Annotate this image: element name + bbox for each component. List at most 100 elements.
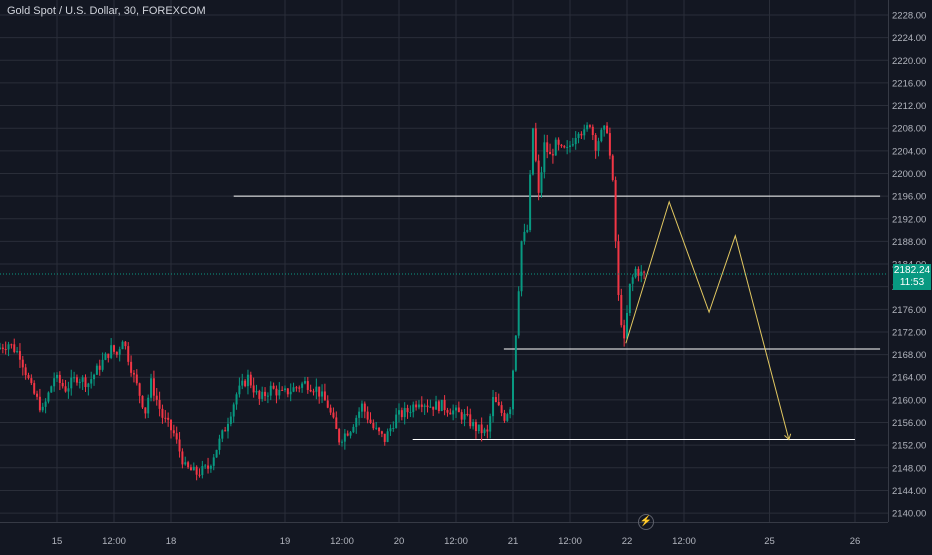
price-tick-label: 2192.00 [892, 214, 926, 225]
candle-body [603, 125, 606, 130]
candle-body [289, 391, 292, 395]
candle-body [249, 374, 252, 386]
candle-body [235, 394, 238, 405]
candle-body [435, 401, 438, 410]
candle-body [352, 426, 355, 433]
candle-body [141, 395, 144, 408]
candle-body [104, 353, 107, 360]
candle-body [138, 383, 141, 396]
candle-body [150, 378, 153, 398]
candle-body [358, 411, 361, 418]
candle-body [115, 351, 118, 355]
candle-body [1, 347, 4, 350]
candle-body [574, 138, 577, 145]
candle-body [492, 397, 495, 417]
candle-body [144, 407, 147, 414]
candle-body [494, 397, 497, 403]
candle-body [526, 230, 529, 232]
candle-body [7, 344, 10, 350]
candle-body [321, 391, 324, 397]
candle-body [363, 403, 366, 412]
candle-body [577, 133, 580, 139]
candle-body [623, 325, 626, 339]
candle-body [275, 388, 278, 396]
candle-body [626, 312, 628, 339]
candle-body [187, 462, 190, 468]
time-tick-label: 19 [280, 536, 291, 547]
candle-body [369, 419, 372, 423]
candle-body [446, 410, 449, 413]
candle-body [318, 386, 321, 397]
projection-path [625, 200, 790, 440]
candle-body [158, 399, 161, 409]
candle-body [372, 422, 375, 429]
candle-body [255, 390, 258, 393]
candle-body [264, 391, 267, 397]
candle-body [537, 160, 540, 193]
price-tick-label: 2152.00 [892, 441, 926, 452]
candle-body [118, 349, 121, 355]
candle-body [469, 414, 472, 427]
candle-body [346, 433, 349, 436]
candle-body [295, 387, 298, 389]
candle-body [30, 378, 33, 384]
candle-body [27, 375, 30, 379]
last-price-tag: 2182.24 11:53 [893, 264, 931, 290]
candle-body [514, 335, 517, 371]
candle-body [56, 374, 58, 379]
candle-body [586, 125, 589, 130]
symbol-title[interactable]: Gold Spot / U.S. Dollar, 30, FOREXCOM [7, 5, 206, 17]
candle-body [181, 451, 184, 465]
price-tick-label: 2148.00 [892, 463, 926, 474]
candle-body [338, 428, 341, 443]
candle-body [500, 405, 503, 413]
candle-body [486, 429, 489, 432]
candle-body [90, 379, 93, 384]
candle-body [543, 142, 546, 173]
candle-body [164, 417, 167, 419]
candle-body [611, 155, 614, 181]
candle-body [531, 128, 534, 175]
candle-body [130, 361, 133, 373]
lightning-icon[interactable]: ⚡ [638, 514, 654, 530]
candle-body [87, 383, 90, 388]
time-tick-label: 21 [508, 536, 519, 547]
candle-body [278, 389, 281, 396]
time-tick-label: 12:00 [672, 536, 696, 547]
candle-body [383, 433, 386, 442]
candle-body [10, 344, 13, 346]
candle-body [261, 391, 264, 399]
candle-body [472, 421, 475, 427]
candle-body [301, 383, 304, 388]
candle-body [298, 387, 301, 389]
candle-body [329, 407, 332, 413]
candle-body [349, 432, 352, 436]
candle-body [41, 406, 44, 411]
candle-body [557, 139, 560, 145]
candle-body [323, 391, 326, 401]
candle-body [47, 392, 50, 402]
candle-body [620, 295, 623, 326]
candle-body [600, 129, 603, 142]
candle-body [258, 390, 261, 399]
candle-body [460, 412, 463, 420]
candle-body [400, 410, 403, 418]
candle-body [509, 409, 512, 415]
candle-body [343, 433, 346, 442]
candle-body [172, 430, 175, 434]
candle-body [520, 241, 523, 292]
price-tick-label: 2212.00 [892, 101, 926, 112]
candle-body [303, 381, 306, 384]
candle-body [332, 412, 335, 418]
candle-body [360, 403, 363, 412]
candle-body [252, 385, 255, 393]
candle-body [409, 412, 412, 414]
candle-body [70, 377, 73, 389]
candle-body [606, 125, 609, 134]
price-tick-label: 2188.00 [892, 237, 926, 248]
candle-body [315, 386, 318, 392]
candle-body [489, 416, 492, 432]
candle-body [497, 402, 500, 406]
